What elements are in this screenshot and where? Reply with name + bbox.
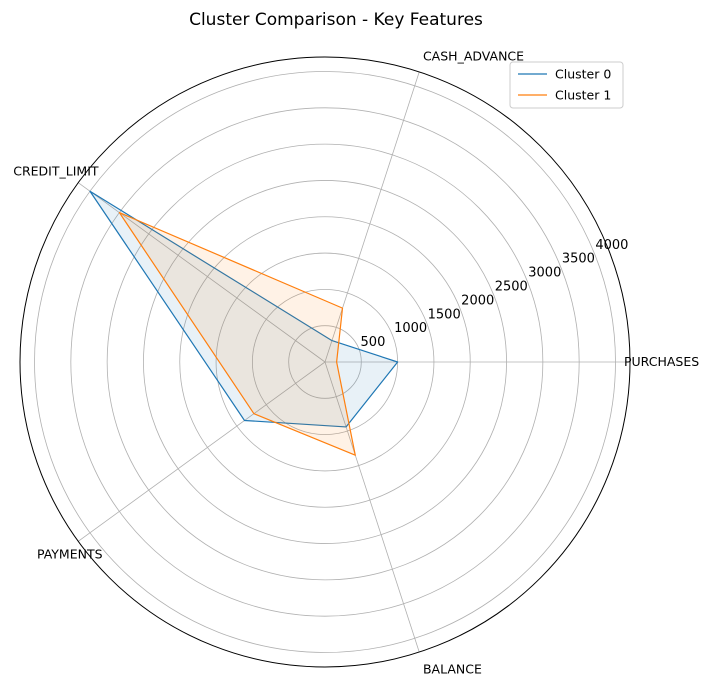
axis-label-credit-limit: CREDIT_LIMIT	[13, 164, 99, 179]
axis-label-purchases: PURCHASES	[624, 354, 699, 369]
series-line-cluster-1	[118, 212, 356, 456]
axis-label-balance: BALANCE	[423, 661, 482, 676]
series-layer	[89, 190, 399, 456]
legend-label-cluster-1: Cluster 1	[555, 88, 611, 103]
spoke-1	[324, 71, 420, 363]
axis-label-payments: PAYMENTS	[37, 546, 103, 561]
legend-label-cluster-0: Cluster 0	[555, 67, 611, 82]
series-fill-cluster-0	[90, 191, 398, 427]
series-line-cluster-0	[89, 190, 399, 428]
radial-tick-label-6: 3500	[562, 252, 595, 267]
spoke-4	[324, 361, 420, 653]
chart-title: Cluster Comparison - Key Features	[189, 10, 483, 30]
radial-tick-label-0: 500	[361, 335, 386, 350]
radial-tick-label-2: 1500	[428, 307, 461, 322]
axis-label-cash-advance: CASH_ADVANCE	[423, 49, 524, 64]
series-fill-cluster-1	[119, 212, 356, 456]
radial-tick-label-3: 2000	[461, 293, 494, 308]
outer-frame	[19, 56, 631, 668]
radial-tick-label-4: 2500	[495, 280, 528, 295]
radial-tick-label-1: 1000	[394, 321, 427, 336]
legend: Cluster 0 Cluster 1	[509, 61, 624, 109]
spoke-3	[78, 361, 326, 542]
radial-tick-label-5: 3000	[528, 266, 561, 281]
radial-tick-label-7: 4000	[595, 238, 628, 253]
